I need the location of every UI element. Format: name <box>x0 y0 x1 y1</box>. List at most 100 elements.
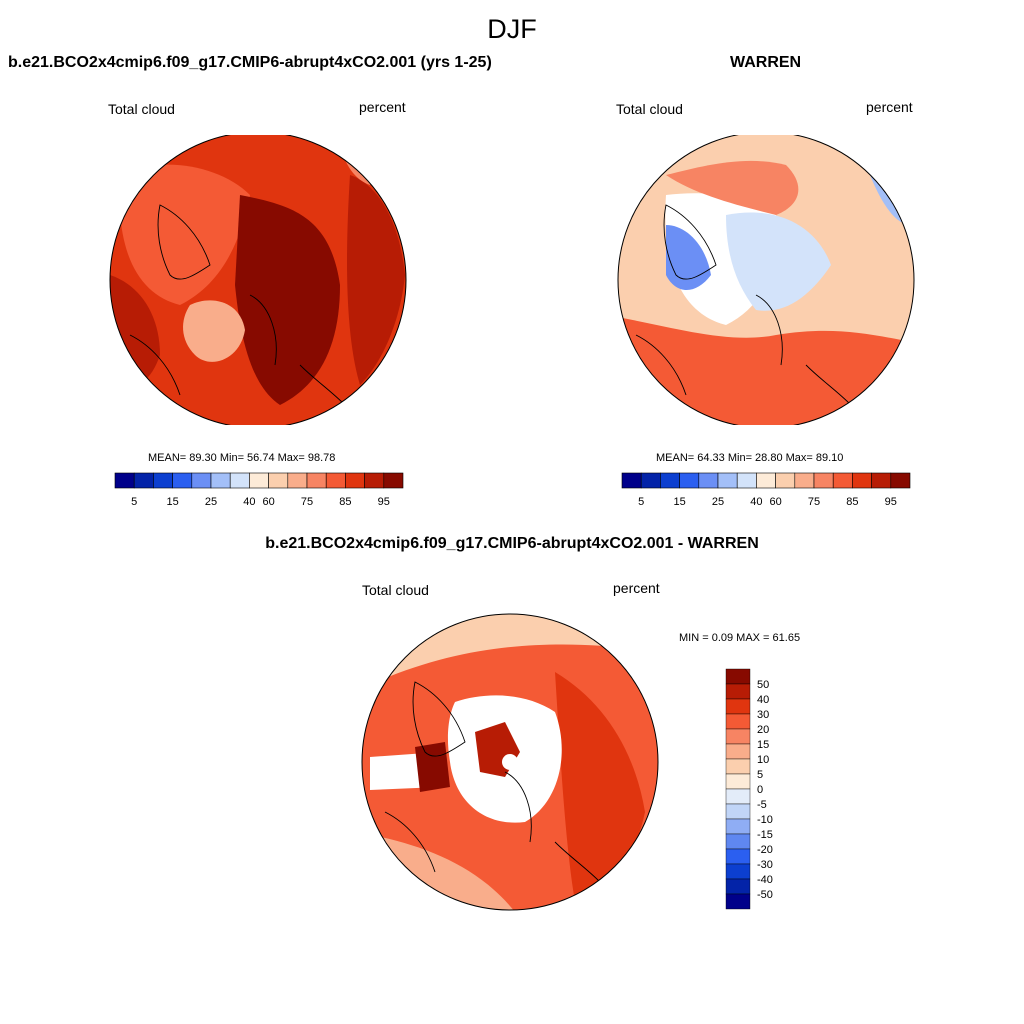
colorbar-swatch <box>325 472 346 489</box>
coastline <box>635 204 852 406</box>
colorbar-swatch <box>725 788 751 805</box>
units-label-obs: percent <box>866 99 913 115</box>
colorbar-tick-label: -15 <box>757 829 773 841</box>
colorbar-tick-label: 5 <box>757 769 763 781</box>
colorbar-model: 5 15 25 40 60 75 85 95 <box>114 472 404 517</box>
colorbar-tick-label: 15 <box>757 739 769 751</box>
colorbar-tick-label: 75 <box>301 496 313 508</box>
colorbar-swatch <box>640 472 661 489</box>
colorbar-tick-label: 60 <box>262 496 274 508</box>
colorbar-swatch <box>725 668 751 685</box>
colorbar-swatch <box>725 893 751 910</box>
colorbar-swatch <box>736 472 757 489</box>
map-region-greenland-low <box>183 300 245 362</box>
panel-title-diff: b.e21.BCO2x4cmip6.f09_g17.CMIP6-abrupt4x… <box>265 535 759 552</box>
colorbar-swatch <box>287 472 308 489</box>
main-title: DJF <box>487 14 537 44</box>
variable-label-diff: Total cloud <box>362 582 429 598</box>
colorbar-tick-label: 20 <box>757 724 769 736</box>
variable-label-model: Total cloud <box>108 101 175 117</box>
panel-title-obs: WARREN <box>730 54 802 71</box>
map-region-cloud-mid <box>666 160 799 215</box>
colorbar-swatch <box>725 818 751 835</box>
colorbar-swatch <box>172 472 193 489</box>
colorbar-tick-label: 0 <box>757 784 763 796</box>
colorbar-tick-label: -5 <box>757 799 767 811</box>
colorbar-tick-label: -40 <box>757 874 773 886</box>
map-region-diff-high <box>415 742 450 792</box>
map-region-cloud-mid <box>119 164 250 305</box>
colorbar-swatch <box>383 472 404 489</box>
colorbar-swatch <box>306 472 327 489</box>
colorbar-swatch <box>794 472 815 489</box>
colorbar-swatch <box>249 472 269 489</box>
colorbar-tick-label: -20 <box>757 844 773 856</box>
colorbar-tick-label: -50 <box>757 889 773 901</box>
map-region-diff-high <box>555 672 645 902</box>
colorbar-swatch <box>725 683 751 700</box>
colorbar-swatch <box>725 713 751 730</box>
colorbar-swatch <box>268 472 289 489</box>
colorbar-tick-label: 25 <box>205 496 217 508</box>
colorbar-tick-label: -10 <box>757 814 773 826</box>
colorbar-tick-label: 40 <box>757 694 769 706</box>
colorbar-swatch <box>621 472 642 489</box>
colorbar-tick-label: 95 <box>378 496 390 508</box>
colorbar-swatch <box>725 743 751 760</box>
colorbar-tick-label: 5 <box>638 496 644 508</box>
colorbar-obs: 5 15 25 40 60 75 85 95 <box>621 472 911 517</box>
colorbar-tick-label: 85 <box>339 496 351 508</box>
stats-obs: MEAN= 64.33 Min= 28.80 Max= 89.10 <box>656 452 844 464</box>
colorbar-tick-label: 95 <box>885 496 897 508</box>
map-region-cloud-high <box>347 175 405 385</box>
colorbar-swatch <box>153 472 173 489</box>
colorbar-swatch <box>890 472 911 489</box>
colorbar-swatch <box>345 472 365 489</box>
units-label-diff: percent <box>613 580 660 596</box>
colorbar-tick-label: 60 <box>769 496 781 508</box>
map-region-cloud-low <box>666 225 711 290</box>
variable-label-obs: Total cloud <box>616 101 683 117</box>
colorbar-tick-label: 85 <box>846 496 858 508</box>
colorbar-swatch <box>832 472 853 489</box>
map-pole-missing <box>502 754 518 770</box>
colorbar-tick-label: 15 <box>166 496 178 508</box>
colorbar-tick-label: 40 <box>243 496 255 508</box>
colorbar-swatch <box>725 878 751 895</box>
colorbar-swatch <box>364 472 385 489</box>
colorbar-swatch <box>229 472 250 489</box>
colorbar-swatch <box>191 472 212 489</box>
colorbar-swatch <box>679 472 700 489</box>
colorbar-swatch <box>717 472 738 489</box>
colorbar-swatch <box>813 472 834 489</box>
colorbar-tick-label: 30 <box>757 709 769 721</box>
colorbar-swatch <box>210 472 231 489</box>
colorbar-tick-label: 40 <box>750 496 762 508</box>
colorbar-swatch <box>775 472 796 489</box>
panel-title-model: b.e21.BCO2x4cmip6.f09_g17.CMIP6-abrupt4x… <box>8 54 492 71</box>
map-region-cloud-low <box>726 212 831 311</box>
map-boundary <box>109 135 407 425</box>
colorbar-tick-label: 10 <box>757 754 769 766</box>
colorbar-swatch <box>725 833 751 850</box>
map-region-cloud-mid <box>618 315 914 425</box>
colorbar-swatch <box>133 472 154 489</box>
colorbar-swatch <box>698 472 719 489</box>
colorbar-swatch <box>852 472 872 489</box>
map-boundary <box>361 613 659 911</box>
colorbar-tick-label: 25 <box>712 496 724 508</box>
colorbar-swatch <box>871 472 892 489</box>
polar-map-diff <box>361 613 659 911</box>
colorbar-swatch <box>725 863 751 880</box>
map-region-cloud-high <box>235 195 340 405</box>
colorbar-tick-label: 15 <box>673 496 685 508</box>
colorbar-swatch <box>114 472 135 489</box>
colorbar-swatch <box>725 758 751 775</box>
colorbar-swatch <box>660 472 680 489</box>
colorbar-swatch <box>725 803 751 820</box>
colorbar-swatch <box>725 773 751 790</box>
polar-map-obs <box>617 135 915 425</box>
coastline <box>384 681 601 883</box>
stats-model: MEAN= 89.30 Min= 56.74 Max= 98.78 <box>148 452 336 464</box>
units-label-model: percent <box>359 99 406 115</box>
